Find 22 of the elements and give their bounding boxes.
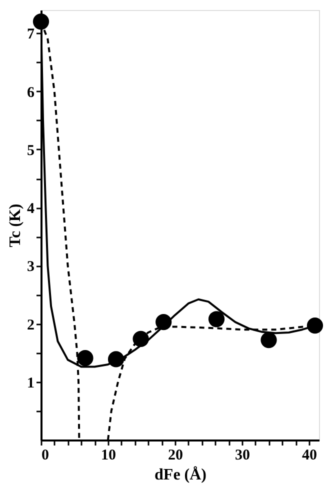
x-tick-label: 40 <box>302 448 317 464</box>
point <box>260 332 277 348</box>
point <box>108 351 124 368</box>
y-tick-label: 4 <box>27 201 35 218</box>
x-tick-label: 30 <box>234 448 250 464</box>
y-axis-title: Tc (K) <box>7 204 24 248</box>
y-tick-label: 1 <box>27 375 34 392</box>
point <box>32 14 50 30</box>
point <box>77 350 94 366</box>
y-tick-label: 7 <box>27 26 35 43</box>
y-tick-label: 2 <box>27 317 34 334</box>
y-tick-label: 6 <box>27 84 35 101</box>
x-tick-label: 20 <box>168 448 183 464</box>
x-tick-label: 0 <box>42 448 49 464</box>
x-axis-title: dFe (Å) <box>154 466 206 484</box>
point <box>156 314 172 330</box>
y-tick-label: 5 <box>27 142 34 159</box>
point <box>306 317 324 334</box>
point <box>132 330 149 347</box>
x-tick-label: 10 <box>100 448 116 464</box>
point <box>208 311 225 328</box>
y-tick-label: 3 <box>27 259 34 276</box>
